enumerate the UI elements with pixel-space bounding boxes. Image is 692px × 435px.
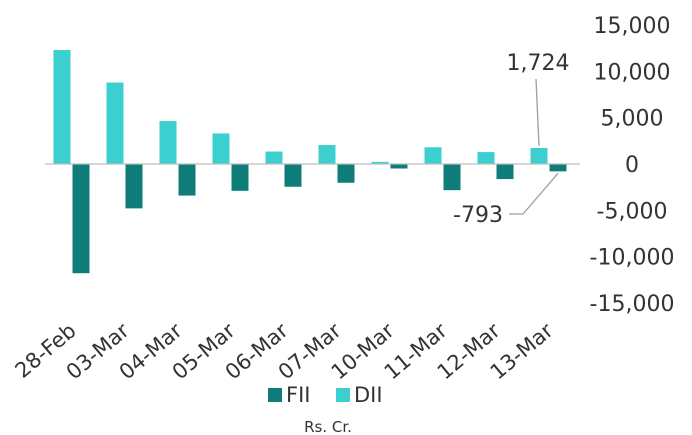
bar-dii-07-mar bbox=[318, 145, 336, 164]
bar-dii-05-mar bbox=[212, 133, 230, 164]
legend: FII DII bbox=[268, 383, 383, 407]
bar-dii-04-mar bbox=[159, 121, 177, 164]
bars-layer bbox=[53, 49, 567, 274]
y-tick-label: 15,000 bbox=[594, 14, 671, 39]
y-tick-label: -10,000 bbox=[590, 246, 675, 271]
legend-swatch-dii bbox=[336, 388, 350, 402]
bar-dii-06-mar bbox=[265, 151, 283, 164]
y-tick-label: 0 bbox=[625, 153, 639, 178]
y-tick-label: 5,000 bbox=[601, 107, 664, 132]
bar-fii-10-mar bbox=[390, 164, 408, 169]
bar-dii-12-mar bbox=[477, 152, 495, 164]
legend-label-dii: DII bbox=[354, 383, 383, 407]
unit-label: Rs. Cr. bbox=[304, 418, 352, 435]
legend-label-fii: FII bbox=[286, 383, 310, 407]
bar-fii-04-mar bbox=[178, 164, 196, 196]
y-tick-label: -5,000 bbox=[597, 199, 668, 224]
bar-dii-28-feb bbox=[53, 49, 71, 165]
annotation-leader bbox=[509, 172, 559, 215]
y-tick-label: -15,000 bbox=[590, 292, 675, 317]
bar-dii-03-mar bbox=[106, 82, 124, 164]
bar-dii-11-mar bbox=[424, 147, 442, 164]
bar-fii-13-mar bbox=[549, 164, 567, 172]
annotations-layer: 1,724 -793 bbox=[453, 51, 569, 228]
bar-fii-12-mar bbox=[496, 164, 514, 180]
bar-dii-13-mar bbox=[530, 148, 548, 164]
bar-fii-11-mar bbox=[443, 164, 461, 191]
bar-fii-07-mar bbox=[337, 164, 355, 183]
bar-fii-06-mar bbox=[284, 164, 302, 187]
annotation-leader bbox=[535, 78, 540, 147]
bar-fii-03-mar bbox=[125, 164, 143, 209]
bar-dii-10-mar bbox=[371, 161, 389, 164]
y-tick-label: 10,000 bbox=[594, 60, 671, 85]
bar-fii-05-mar bbox=[231, 164, 249, 191]
legend-swatch-fii bbox=[268, 388, 282, 402]
x-axis: 28-Feb03-Mar04-Mar05-Mar06-Mar07-Mar10-M… bbox=[11, 318, 558, 384]
data-label-fii: -793 bbox=[453, 203, 503, 228]
y-axis: 15,000 10,000 5,000 0 -5,000 -10,000 -15,000 bbox=[590, 14, 675, 317]
data-label-dii: 1,724 bbox=[507, 51, 570, 76]
bar-fii-28-feb bbox=[72, 164, 90, 274]
